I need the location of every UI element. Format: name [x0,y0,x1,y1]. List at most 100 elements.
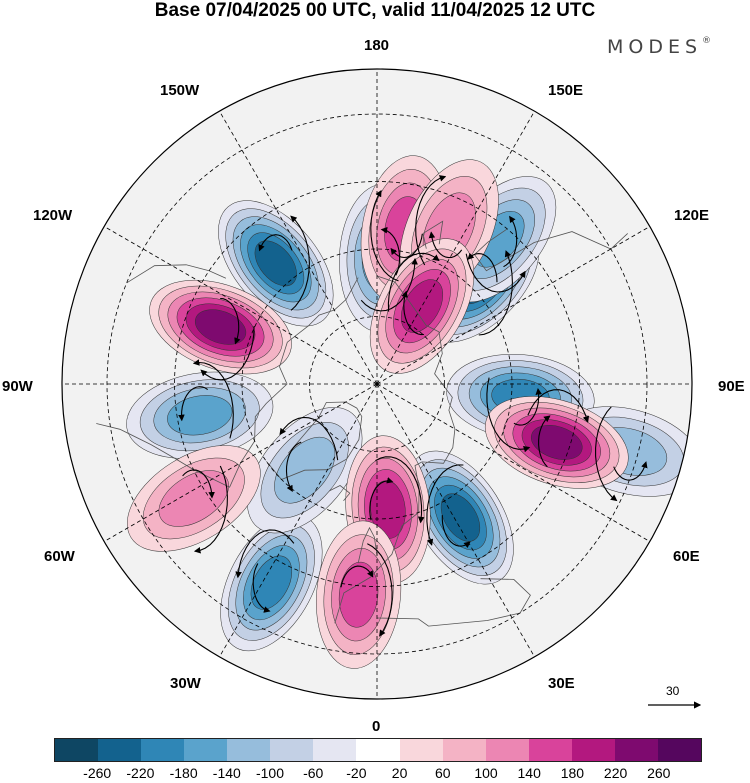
streamline-5-1 [426,464,464,546]
high-anomaly-13 [484,396,629,489]
reference-vector-label: 30 [666,684,680,698]
coastline-segment-8 [422,220,444,249]
streamline-8-0 [178,386,209,422]
streamline-2-1 [465,253,526,293]
lat-circle-45 [174,181,580,587]
streamline-8-1 [192,359,234,439]
meridian-60 [376,383,650,542]
streamline-9-0 [258,234,293,252]
streamline-0-1 [478,250,513,336]
streamline-7-0 [285,441,302,493]
streamline-10-0 [390,233,423,259]
colorbar-swatch-5 [270,739,314,761]
colorbar-tick-label: 140 [517,765,541,781]
lon-label-120w: 120W [33,207,73,224]
streamline-12-0 [401,290,424,336]
lon-label-60e: 60E [673,548,700,565]
lon-label-150w: 150W [160,82,200,99]
colorbar-swatch-12 [571,739,615,761]
meridian-210 [219,111,378,385]
streamline-11-0 [428,231,463,259]
high-anomaly-16 [126,445,261,552]
colorbar [54,738,702,762]
map-boundary [61,68,693,700]
colorbar-swatch-4 [227,739,271,761]
meridian-240 [104,226,378,385]
meridian-120 [376,226,650,385]
meridian-300 [104,383,378,542]
colorbar-tick-label: -20 [346,765,367,781]
streamline-1-1 [360,257,418,312]
streamline-3-1 [486,377,531,453]
coastline-segment-4 [357,526,378,564]
streamline-0-0 [467,252,498,283]
lon-label-0: 0 [372,718,381,735]
colorbar-tick-label: -60 [303,765,324,781]
lon-label-90e: 90E [718,378,745,395]
lon-label-30e: 30E [548,675,575,692]
polar-map [61,68,702,709]
colorbar-swatch-8 [399,739,443,761]
colorbar-tick-label: -180 [169,765,198,781]
low-anomaly-8 [126,371,274,459]
colorbar-tick-label: -220 [126,765,155,781]
coastline-segment-5 [329,485,351,502]
streamline-6-0 [252,563,271,613]
colorbar-swatch-14 [657,739,701,761]
streamline-15-0 [340,565,374,588]
meridian-30 [376,383,535,657]
colorbar-tick-label: 180 [560,765,585,781]
colorbar-tick-label: -140 [212,765,241,781]
streamline-4-0 [613,461,648,481]
lon-label-30w: 30W [170,675,201,692]
colorbar-swatch-2 [141,739,185,761]
colorbar-swatch-3 [184,739,228,761]
colorbar-swatch-13 [614,739,658,761]
streamline-16-0 [182,469,215,499]
lat-circle-75 [309,316,445,452]
streamline-12-1 [387,252,440,312]
streamline-3-0 [513,388,543,426]
coastline-segment-6 [376,578,531,627]
colorbar-tick-label: 60 [435,765,451,781]
colorbar-tick-label: 260 [647,765,671,781]
coastline-segment-1 [126,264,227,284]
colorbar-swatch-6 [313,739,357,761]
streamline-1-0 [380,227,401,276]
colorbar-tick-label: -260 [83,765,112,781]
coastline-segment-3 [334,275,456,624]
streamline-14-0 [369,477,394,521]
colorbar-swatch-10 [485,739,529,761]
streamline-2-0 [503,215,518,268]
lon-label-60w: 60W [44,548,75,565]
streamline-9-1 [290,215,310,311]
lon-label-90w: 90W [2,378,33,395]
streamline-15-1 [367,543,393,637]
streamline-5-0 [441,515,471,549]
brand-logo: MODES® [607,36,712,58]
streamline-14-1 [375,456,425,524]
streamline-17-0 [220,297,241,345]
graticule [62,69,692,699]
streamline-17-1 [200,326,255,381]
colorbar-tick-label: 220 [603,765,628,781]
streamline-6-1 [235,529,295,579]
streamline-10-1 [370,189,399,282]
colorbar-swatch-11 [528,739,572,761]
lon-label-150e: 150E [548,82,584,99]
streamline-4-1 [595,406,618,502]
streamline-13-0 [538,415,551,468]
colorbar-swatch-9 [442,739,486,761]
meridian-150 [376,111,535,385]
page-title: Base 07/04/2025 00 UTC, valid 11/04/2025… [154,0,596,21]
colorbar-swatch-1 [98,739,142,761]
meridian-330 [219,383,378,657]
lon-label-120e: 120E [674,207,710,224]
colorbar-swatch-7 [356,739,400,761]
coastline-segment-0 [96,277,359,488]
colorbar-tick-label: 100 [474,765,498,781]
colorbar-tick-label: -100 [255,765,285,781]
streamline-16-1 [193,465,228,554]
streamline-7-1 [279,416,339,461]
streamline-11-1 [415,175,447,266]
